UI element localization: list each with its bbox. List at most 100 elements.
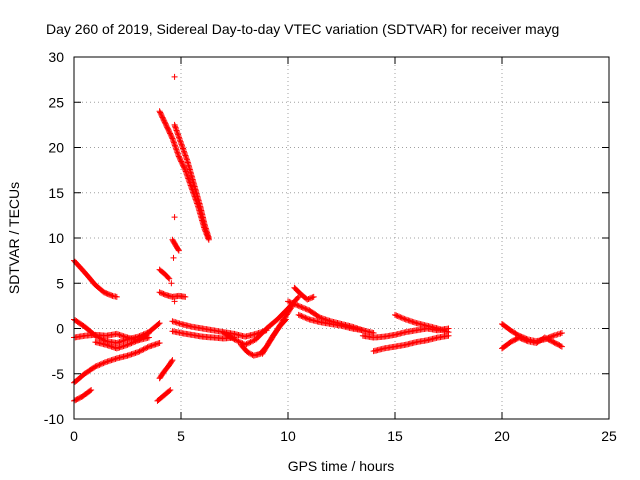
y-tick-label: 25 bbox=[48, 94, 64, 110]
data-point-arc-f bbox=[144, 330, 151, 337]
data-point-arc-y bbox=[558, 330, 565, 337]
data-point-arc-s bbox=[299, 304, 306, 311]
data-point-arc-l bbox=[168, 358, 175, 365]
data-point-arc-q bbox=[245, 349, 252, 356]
data-point-arc-z bbox=[557, 342, 564, 349]
data-point-arc-h bbox=[205, 235, 212, 241]
data-point-arc-b bbox=[92, 363, 99, 370]
data-point-arc-s bbox=[287, 299, 294, 306]
data-point-arc-b bbox=[99, 360, 106, 367]
data-point-arc-i bbox=[166, 275, 173, 282]
data-point-arc-b bbox=[136, 348, 143, 355]
data-point-arc-b bbox=[97, 361, 104, 368]
data-point-arc-i bbox=[165, 274, 172, 281]
y-axis-label: SDTVAR / TECUs bbox=[6, 182, 22, 294]
data-point-arc-s bbox=[294, 302, 301, 309]
data-point-arc-c bbox=[87, 387, 94, 394]
data-point-arc-q bbox=[288, 304, 295, 311]
data-point-arc-f bbox=[127, 340, 134, 347]
x-tick-label: 5 bbox=[177, 428, 185, 444]
data-point-arc-s bbox=[289, 300, 296, 307]
data-points bbox=[71, 73, 565, 404]
data-point-arc-s bbox=[291, 301, 298, 308]
data-point-arc-t bbox=[303, 315, 310, 322]
data-point-arc-b bbox=[141, 345, 148, 352]
data-point-arc-u bbox=[305, 295, 312, 302]
data-point-arc-t bbox=[299, 313, 306, 320]
data-point-arc-s bbox=[286, 298, 293, 305]
y-tick-label: 30 bbox=[48, 49, 64, 65]
data-point-arc-s bbox=[295, 302, 302, 309]
data-point-arc-k bbox=[156, 289, 163, 296]
data-point-arc-p bbox=[232, 337, 239, 344]
x-tick-label: 0 bbox=[70, 428, 78, 444]
y-tick-label: 20 bbox=[48, 140, 64, 156]
data-point-arc-x bbox=[397, 314, 404, 321]
data-point-arc-t bbox=[295, 311, 302, 318]
data-point-arc-f bbox=[145, 330, 152, 337]
data-point-arc-p bbox=[244, 340, 251, 347]
data-point-arc-b bbox=[144, 344, 151, 351]
data-point-arc-b bbox=[100, 360, 107, 367]
x-tick-label: 15 bbox=[387, 428, 403, 444]
data-point-outliers bbox=[171, 214, 178, 221]
data-point-arc-f bbox=[132, 338, 139, 345]
data-point-arc-b bbox=[93, 362, 100, 369]
y-tick-label: 5 bbox=[56, 275, 64, 291]
data-point-arc-x bbox=[392, 311, 398, 318]
data-point-outliers bbox=[171, 298, 178, 305]
data-point-arc-t bbox=[359, 327, 366, 334]
data-point-arc-p bbox=[235, 338, 242, 345]
data-point-arc-r bbox=[282, 316, 289, 323]
y-tick-label: 0 bbox=[56, 321, 64, 337]
data-point-arc-x bbox=[445, 329, 452, 336]
data-point-arc-p bbox=[234, 337, 241, 344]
data-point-arc-f bbox=[133, 337, 140, 344]
data-point-arc-m bbox=[167, 387, 174, 394]
data-point-arc-x bbox=[400, 315, 407, 322]
data-point-arc-j bbox=[175, 246, 182, 253]
data-point-arc-a bbox=[108, 292, 115, 299]
data-point-arc-k bbox=[159, 290, 166, 297]
data-point-arc-b bbox=[156, 339, 163, 346]
data-point-arc-b bbox=[95, 362, 102, 369]
data-point-arc-u bbox=[309, 294, 316, 301]
data-point-arc-t bbox=[302, 314, 309, 321]
y-tick-label: -5 bbox=[52, 366, 65, 382]
y-tick-label: -10 bbox=[44, 411, 64, 427]
data-point-arc-a bbox=[113, 293, 120, 300]
data-point-arc-u bbox=[308, 294, 315, 301]
data-point-arc-z bbox=[558, 343, 565, 350]
x-tick-label: 25 bbox=[601, 428, 617, 444]
data-point-arc-q bbox=[244, 349, 251, 356]
data-point-arc-p bbox=[231, 336, 238, 343]
data-point-arc-m bbox=[166, 387, 173, 394]
data-point-arc-p bbox=[294, 294, 301, 301]
y-tick-label: 10 bbox=[48, 230, 64, 246]
data-point-arc-x bbox=[396, 313, 403, 320]
data-point-arc-x bbox=[401, 315, 408, 322]
chart-title: Day 260 of 2019, Sidereal Day-to-day VTE… bbox=[46, 21, 559, 37]
data-point-arc-d bbox=[155, 320, 162, 327]
data-point-arc-r bbox=[281, 317, 288, 324]
data-point-arc-p bbox=[250, 337, 257, 344]
data-point-arc-s bbox=[285, 298, 291, 305]
data-point-arc-p bbox=[246, 339, 253, 346]
data-point-arc-f bbox=[124, 341, 131, 348]
x-tick-label: 20 bbox=[494, 428, 510, 444]
data-point-arc-s bbox=[297, 303, 304, 310]
data-point-arc-u bbox=[310, 293, 317, 300]
data-point-arc-g bbox=[181, 165, 188, 172]
data-point-outliers bbox=[168, 280, 175, 287]
data-point-arc-q bbox=[246, 350, 253, 357]
data-point-arc-b bbox=[91, 364, 98, 371]
data-point-arc-y bbox=[549, 333, 556, 340]
axes: 0 5 10 15 20 25 -10 -5 0 5 10 15 20 25 30 bbox=[44, 49, 617, 444]
data-point-arc-x bbox=[398, 314, 405, 321]
data-point-arc-t bbox=[297, 312, 304, 319]
data-point-arc-z bbox=[523, 337, 530, 344]
data-point-arc-p bbox=[247, 339, 254, 346]
data-point-arc-q bbox=[248, 351, 255, 358]
data-point-arc-s bbox=[301, 305, 308, 312]
